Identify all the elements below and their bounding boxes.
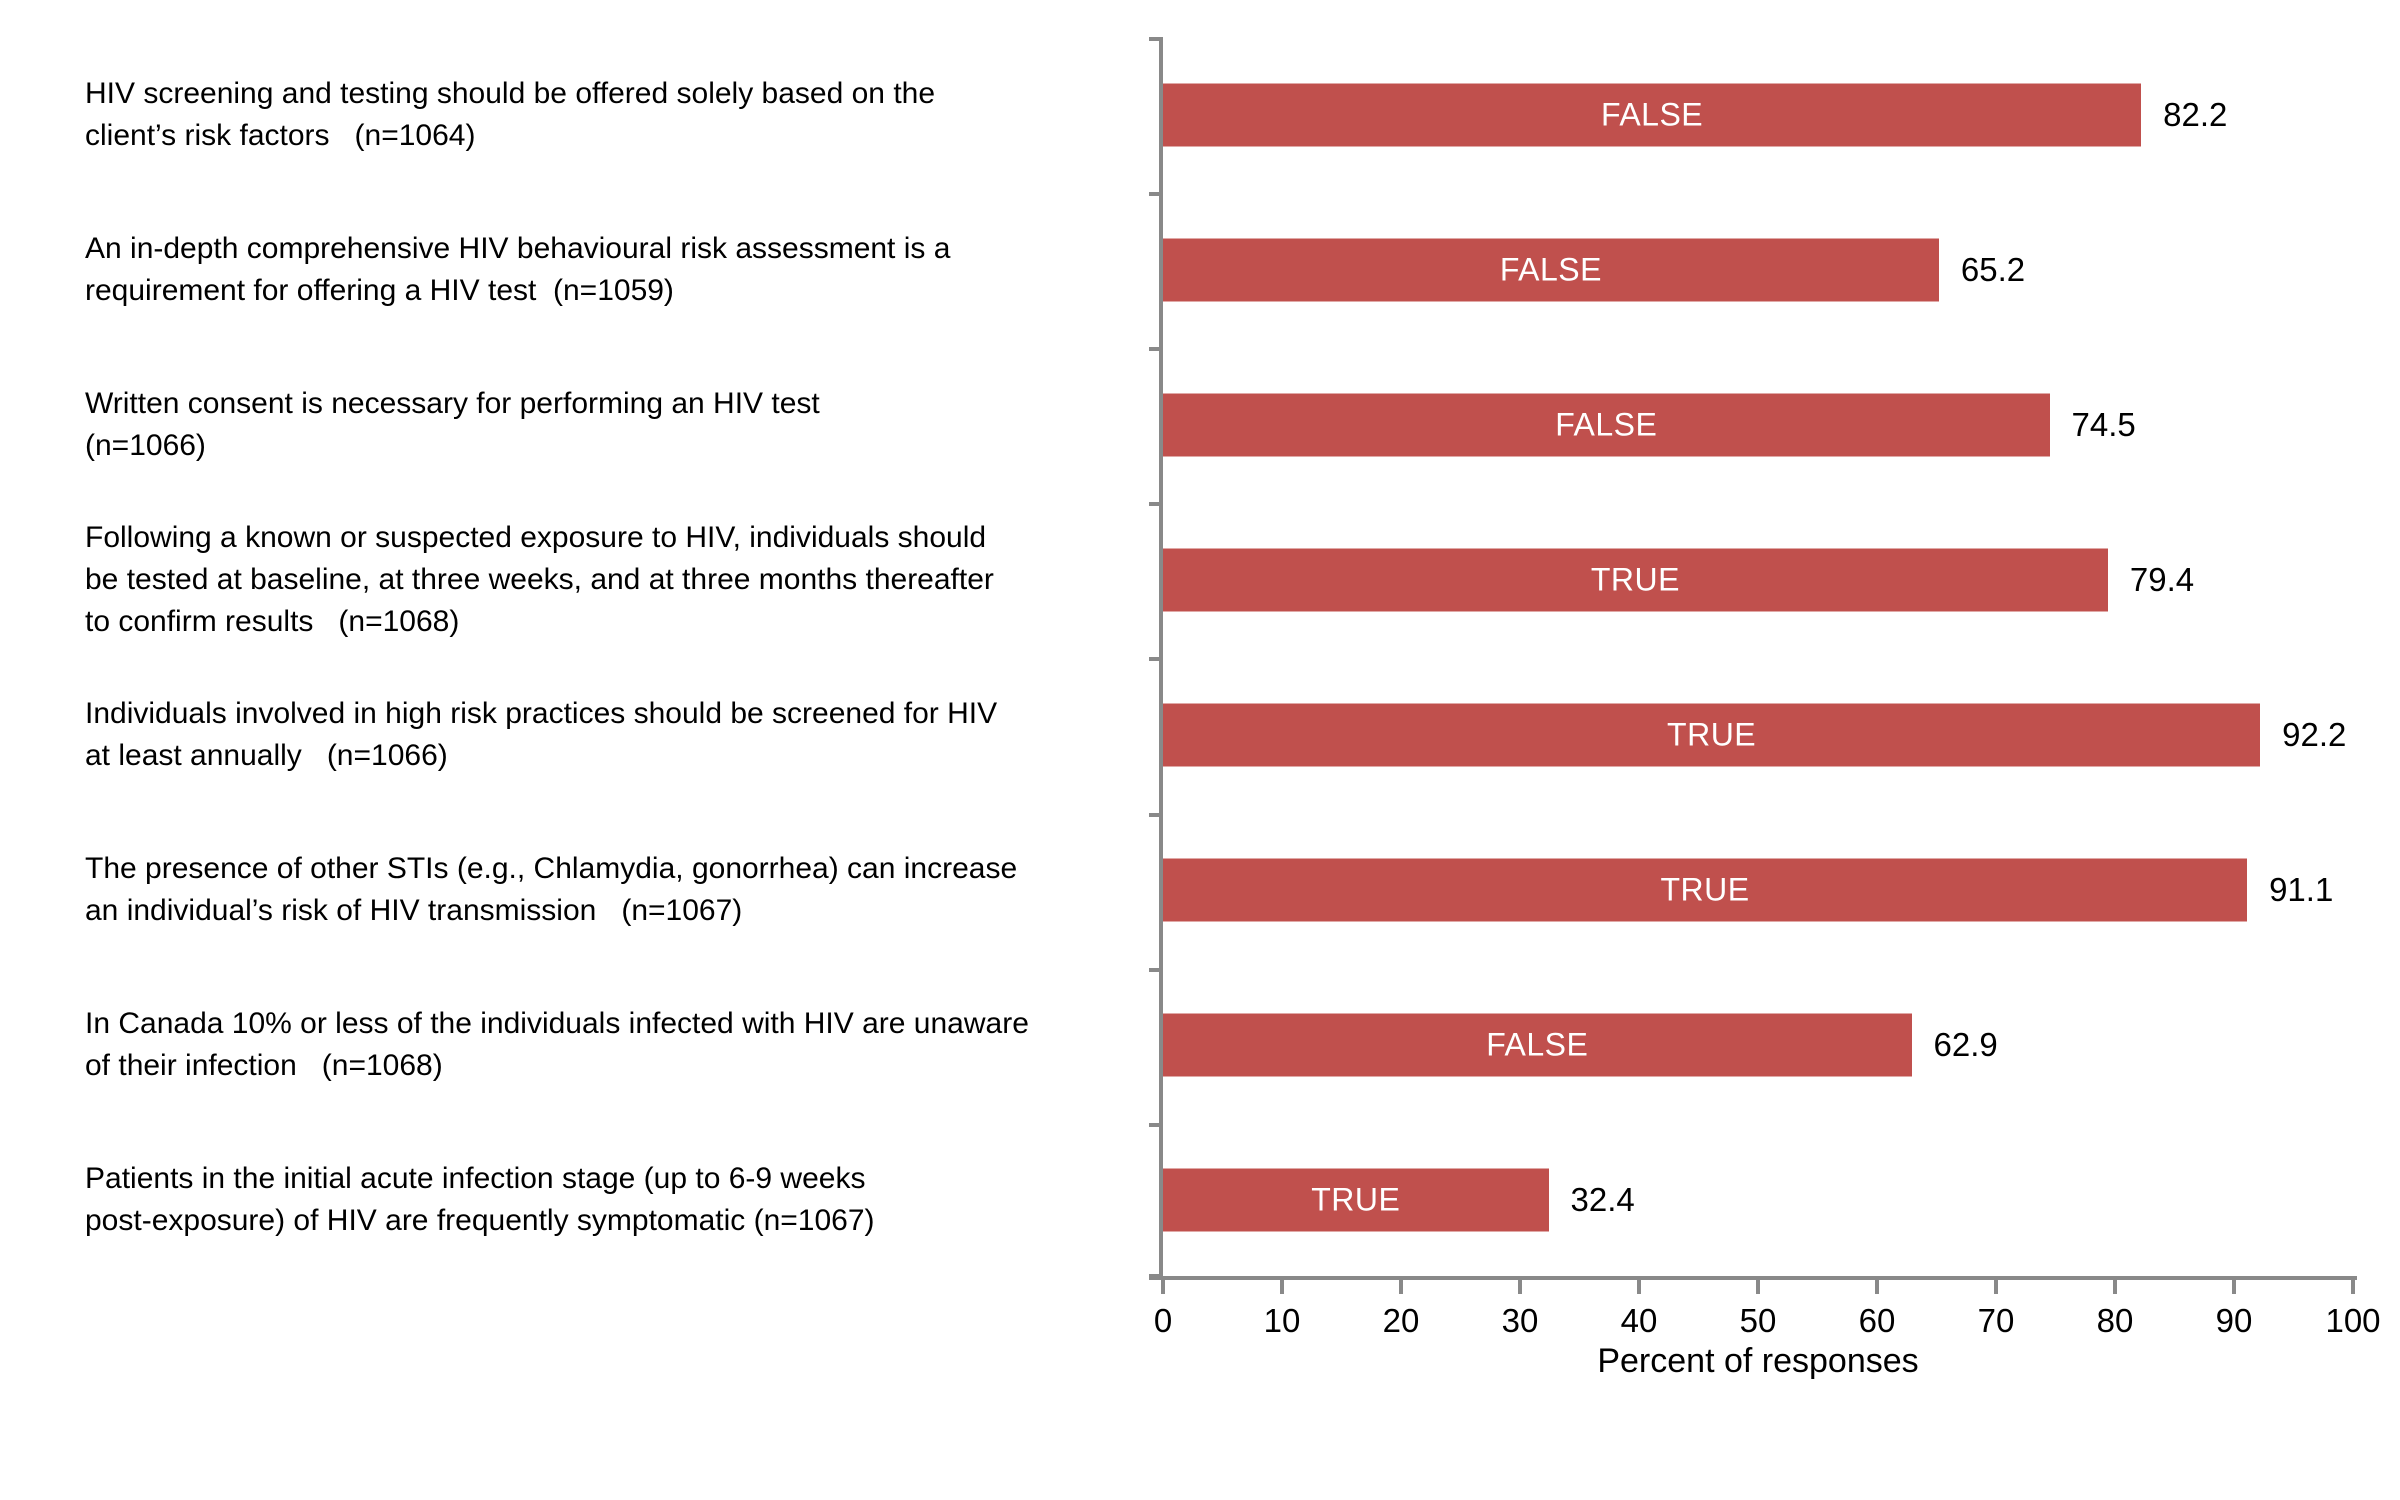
x-tick [1875,1280,1879,1294]
plot-area-row: TRUE 92.2 [1163,657,2353,812]
bar-state-label: TRUE [1311,1181,1401,1218]
plot-area-row: FALSE 82.2 [1163,37,2353,192]
bar: FALSE [1163,83,2142,147]
y-tick [1149,1122,1159,1127]
chart-row: Patients in the initial acute infection … [0,1123,2400,1278]
x-tick-label: 0 [1153,1302,1173,1339]
plot-area-row: TRUE 91.1 [1163,813,2353,968]
x-axis-line [1149,1276,2357,1280]
category-label: Individuals involved in high risk practi… [85,696,998,772]
bar-value-label: 62.9 [1933,1026,1998,1064]
x-tick-label: 60 [1858,1302,1896,1339]
chart-row: HIV screening and testing should be offe… [0,37,2400,192]
chart-row: Individuals involved in high risk practi… [0,657,2400,812]
x-tick [2232,1280,2236,1294]
plot-area-row: FALSE 65.2 [1163,192,2353,347]
y-tick [1149,812,1159,817]
bar: FALSE [1163,238,1939,302]
category-label: An in-depth comprehensive HIV behavioura… [85,231,951,307]
bar: TRUE [1163,858,2248,922]
x-tick [1637,1280,1641,1294]
chart-row: Following a known or suspected exposure … [0,502,2400,657]
chart-row: In Canada 10% or less of the individuals… [0,968,2400,1123]
x-tick [1756,1280,1760,1294]
chart-row: The presence of other STIs (e.g., Chlamy… [0,813,2400,968]
plot-area-row: FALSE 62.9 [1163,968,2353,1123]
y-tick [1149,192,1159,197]
x-tick [2351,1280,2355,1294]
x-tick-label: 70 [1977,1302,2015,1339]
bar-value-label: 32.4 [1570,1181,1635,1219]
x-tick-label: 10 [1263,1302,1301,1339]
x-tick [1280,1280,1284,1294]
y-tick [1149,657,1159,662]
x-tick-label: 80 [2096,1302,2134,1339]
x-tick [1518,1280,1522,1294]
plot-area-row: TRUE 79.4 [1163,502,2353,657]
x-tick-label: 90 [2215,1302,2253,1339]
bar: TRUE [1163,548,2108,612]
y-tick [1149,967,1159,972]
bar-value-label: 82.2 [2163,95,2228,133]
y-axis-line [1159,37,1163,1278]
bar-state-label: FALSE [1555,406,1658,443]
x-axis-ticks: 0 10 20 30 40 50 60 70 80 90 100 [1154,1276,2381,1396]
y-tick [1149,347,1159,352]
x-tick [1994,1280,1998,1294]
y-tick [1149,37,1159,41]
bar-state-label: TRUE [1667,716,1757,753]
bar-value-label: 79.4 [2129,560,2195,598]
bar-state-label: TRUE [1660,871,1750,908]
x-tick [1161,1280,1165,1294]
category-label: In Canada 10% or less of the individuals… [85,1007,1029,1083]
category-label: The presence of other STIs (e.g., Chlamy… [85,852,1018,928]
x-tick-label: 20 [1382,1302,1420,1339]
bar-state-label: FALSE [1601,96,1704,133]
bar-value-label: 91.1 [2269,871,2334,909]
y-axis-ticks [1149,37,1159,1278]
bar: TRUE [1163,703,2261,767]
bar-value-label: 92.2 [2282,715,2347,753]
category-label: Following a known or suspected exposure … [85,520,994,638]
y-tick [1149,502,1159,507]
bar: FALSE [1163,393,2050,457]
x-tick [2113,1280,2117,1294]
x-axis-title: Percent of responses [1597,1342,1919,1380]
category-label: Patients in the initial acute infection … [85,1162,875,1238]
x-tick-label: 40 [1620,1302,1658,1339]
bar-value-label: 65.2 [1960,250,2026,288]
bar-state-label: TRUE [1590,561,1680,598]
category-label: HIV screening and testing should be offe… [85,76,936,152]
plot-area-row: TRUE 32.4 [1163,1123,2353,1278]
plot-area-row: FALSE 74.5 [1163,347,2353,502]
bar-value-label: 74.5 [2071,405,2136,443]
x-tick [1399,1280,1403,1294]
chart-row: Written consent is necessary for perform… [0,347,2400,502]
chart-row: An in-depth comprehensive HIV behavioura… [0,192,2400,347]
y-tick [1149,1273,1159,1278]
bar-state-label: FALSE [1499,251,1602,288]
x-tick-label: 100 [2325,1302,2381,1339]
x-tick-label: 30 [1501,1302,1539,1339]
bar-state-label: FALSE [1486,1026,1589,1063]
category-label: Written consent is necessary for perform… [85,386,820,462]
bar: TRUE [1163,1168,1549,1232]
x-tick-label: 50 [1739,1302,1777,1339]
bar: FALSE [1163,1013,1912,1077]
